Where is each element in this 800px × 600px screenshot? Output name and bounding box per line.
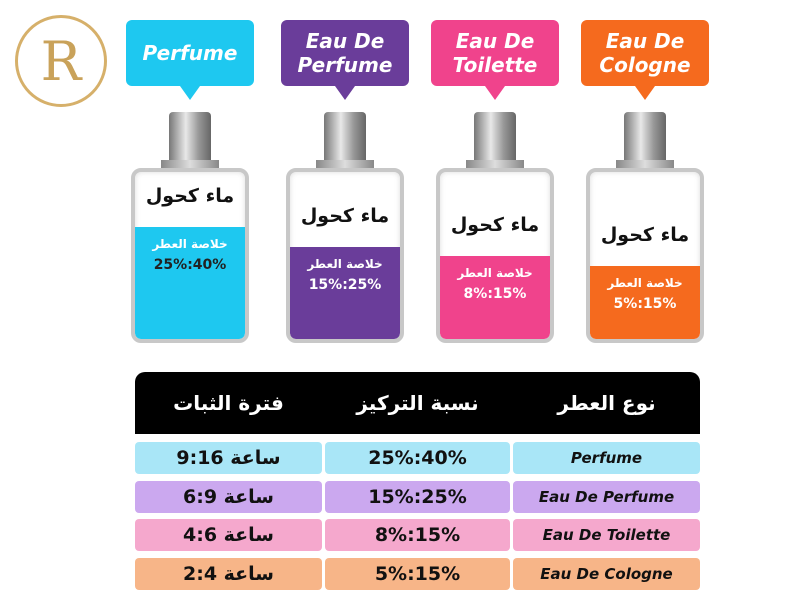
concentration: 8%:15% <box>463 285 527 302</box>
bottle-text: ماء كحول <box>600 223 690 246</box>
table-cell: 25%:40% <box>325 442 510 474</box>
essence-label: خلاصة العطر <box>307 257 383 272</box>
bottle-neck <box>161 160 219 170</box>
header-cell: نسبة التركيز <box>356 391 479 415</box>
bottle-body: ماء كحول خلاصة العطر 15%:25% <box>286 168 404 343</box>
bottle-neck <box>316 160 374 170</box>
bottle-body: ماء كحول خلاصة العطر 8%:15% <box>436 168 554 343</box>
bottle-cap <box>169 112 211 162</box>
bottle-cap <box>624 112 666 162</box>
essence-label: خلاصة العطر <box>607 275 683 290</box>
table-cell: 8%:15% <box>325 519 510 551</box>
type-bubble: Eau De Toilette <box>431 20 559 100</box>
liquid <box>290 247 400 339</box>
concentration: 15%:25% <box>308 277 382 294</box>
table-cell: ساعة 2:4 <box>135 558 322 590</box>
table-header <box>135 372 700 434</box>
logo: R <box>15 15 107 107</box>
table-cell: ساعة 9:16 <box>135 442 322 474</box>
concentration: 5%:15% <box>613 295 677 312</box>
liquid <box>590 265 700 339</box>
bottle-body: ماء كحول خلاصة العطر 5%:15% <box>586 168 704 343</box>
bottle-body: ماء كحول خلاصة العطر 25%:40% <box>131 168 249 343</box>
bottle-text: ماء كحول <box>145 185 235 208</box>
type-bubble: Eau De Cologne <box>581 20 709 100</box>
bottle-cap <box>474 112 516 162</box>
liquid <box>135 227 245 339</box>
table-cell: 15%:25% <box>325 481 510 513</box>
table-cell: ساعة 4:6 <box>135 519 322 551</box>
bottle-text: ماء كحول <box>300 205 390 228</box>
header-cell: فترة الثبات <box>173 391 284 415</box>
liquid <box>440 255 550 339</box>
header-cell: نوع العطر <box>557 391 656 415</box>
concentration: 25%:40% <box>153 257 227 274</box>
essence-label: خلاصة العطر <box>457 265 533 280</box>
bottle-neck <box>466 160 524 170</box>
table-cell: Perfume <box>513 442 700 474</box>
bottle-text: ماء كحول <box>450 213 540 236</box>
table-cell: 5%:15% <box>325 558 510 590</box>
table-cell: Eau De Perfume <box>513 481 700 513</box>
table-cell: Eau De Toilette <box>513 519 700 551</box>
bottle-cap <box>324 112 366 162</box>
table-cell: Eau De Cologne <box>513 558 700 590</box>
essence-label: خلاصة العطر <box>152 237 228 252</box>
type-bubble: Perfume <box>126 20 254 100</box>
table-cell: ساعة 6:9 <box>135 481 322 513</box>
type-bubble: Eau De Perfume <box>281 20 409 100</box>
bottle-neck <box>616 160 674 170</box>
